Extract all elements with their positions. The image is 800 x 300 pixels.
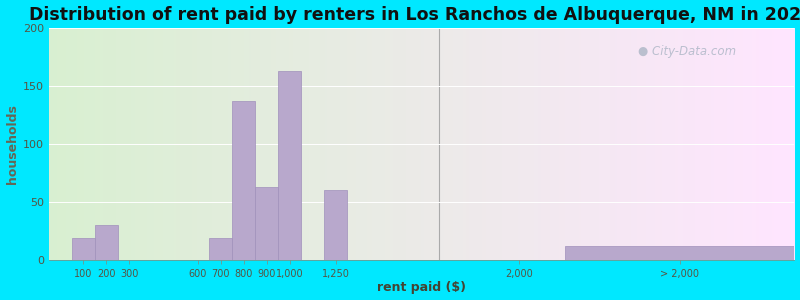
Bar <box>94 225 118 260</box>
Title: Distribution of rent paid by renters in Los Ranchos de Albuquerque, NM in 2022: Distribution of rent paid by renters in … <box>30 6 800 24</box>
X-axis label: rent paid ($): rent paid ($) <box>377 281 466 294</box>
Y-axis label: households: households <box>6 104 18 184</box>
Bar <box>72 238 94 260</box>
Bar <box>255 187 278 260</box>
Bar <box>324 190 347 260</box>
Bar <box>232 101 255 260</box>
Bar <box>210 238 232 260</box>
Bar <box>278 71 301 260</box>
Text: ● City-Data.com: ● City-Data.com <box>638 45 736 58</box>
Bar <box>565 246 794 260</box>
